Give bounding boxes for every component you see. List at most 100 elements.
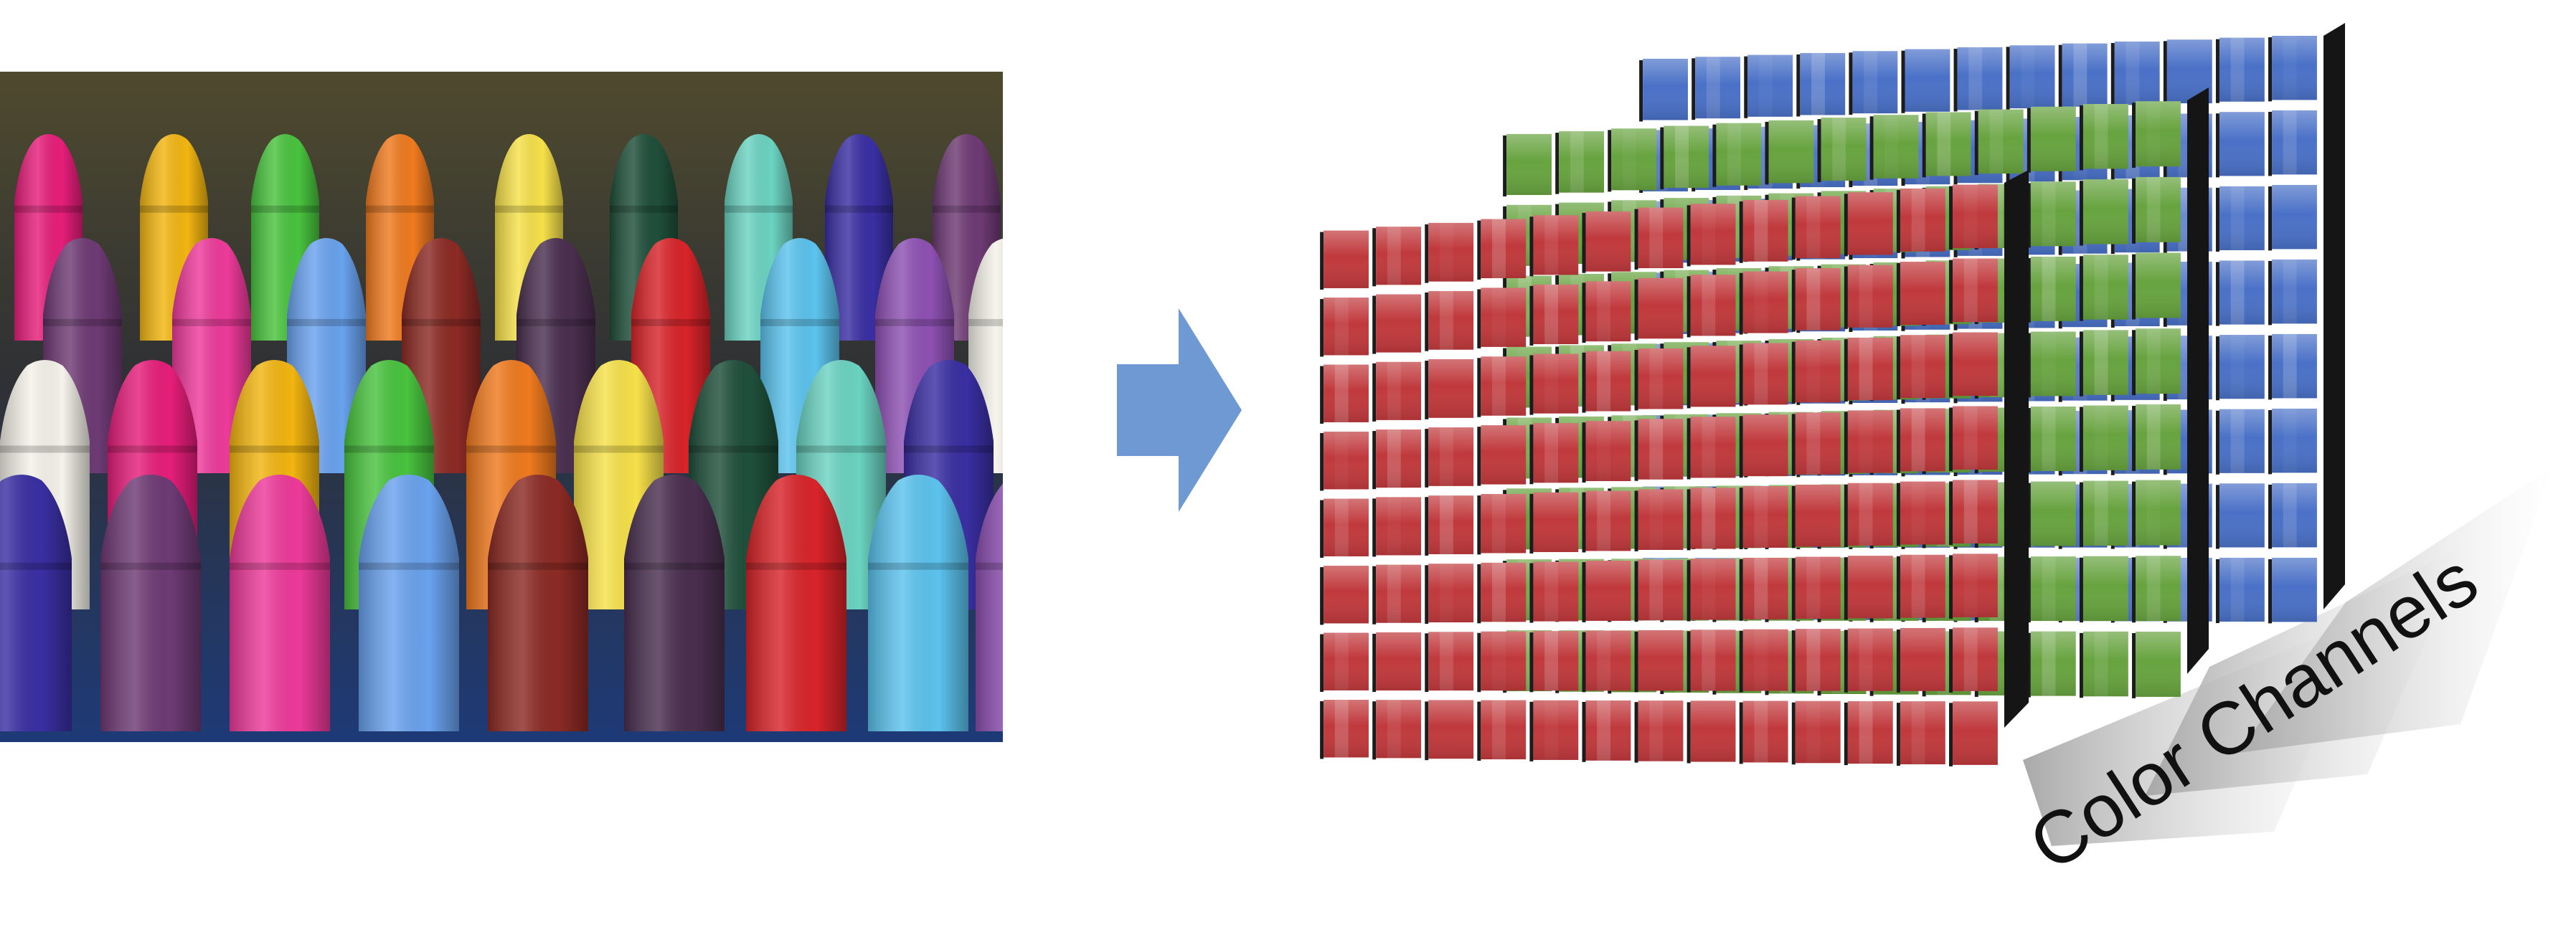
red-channel-cell	[1582, 351, 1631, 413]
crayon	[746, 475, 846, 731]
red-channel-cell	[1896, 701, 1945, 766]
green-channel-cell	[2132, 480, 2181, 547]
green-channel-cell	[1503, 133, 1552, 196]
red-channel-cell	[1634, 700, 1684, 763]
red-channel-grid	[1320, 170, 2029, 766]
red-channel-cell	[1686, 488, 1736, 551]
red-channel-cell	[1896, 262, 1945, 326]
red-channel-cell	[1686, 559, 1736, 622]
red-channel-cell	[1739, 700, 1788, 764]
blue-channel-cell	[2268, 557, 2317, 624]
red-channel-cell	[1372, 700, 1422, 760]
red-channel-cell	[1791, 556, 1841, 621]
green-channel-cell	[1974, 109, 2024, 176]
red-channel-cell	[1425, 290, 1474, 351]
red-channel-cell	[1582, 421, 1631, 483]
green-channel-cell	[2132, 404, 2181, 471]
red-channel-cell	[1896, 627, 1945, 693]
green-channel-cell	[2027, 106, 2076, 173]
crayon	[100, 475, 201, 731]
crayon	[0, 475, 72, 731]
green-channel-cell	[2079, 556, 2128, 623]
red-channel-cell	[1791, 412, 1841, 476]
red-channel-cell	[1529, 215, 1579, 277]
blue-channel-cell	[2215, 186, 2265, 252]
red-channel-cell	[1320, 298, 1369, 357]
blue-channel-cell	[2268, 408, 2317, 475]
red-channel-cell	[1529, 284, 1579, 346]
red-channel-cell	[1739, 629, 1788, 693]
red-channel-cell	[1529, 423, 1579, 485]
red-channel-cell	[1477, 288, 1527, 348]
green-channel-cell	[2132, 101, 2181, 168]
red-channel-cell	[1529, 631, 1579, 693]
red-channel-cell	[1739, 486, 1788, 549]
red-channel-cell	[1949, 184, 1998, 250]
crayon	[825, 134, 893, 341]
crayon	[624, 475, 725, 731]
red-channel-cell	[1686, 204, 1736, 267]
green-channel-cell	[2027, 256, 2076, 323]
red-channel-cell	[1634, 630, 1684, 693]
blue-channel-cell	[1849, 51, 1898, 115]
red-channel-cell	[1686, 346, 1736, 409]
red-channel-cell	[1582, 561, 1631, 622]
red-channel-cell	[1582, 630, 1631, 693]
red-channel-cell	[1949, 480, 1998, 545]
red-channel-cell	[1425, 427, 1474, 488]
green-channel-cell	[1765, 120, 1814, 185]
red-channel-cell	[1425, 564, 1474, 624]
red-channel-cell	[1320, 432, 1369, 491]
blue-channel-cell	[2110, 41, 2160, 107]
red-channel-cell	[1320, 364, 1369, 424]
red-channel-cell	[1372, 632, 1422, 693]
crayon	[868, 475, 968, 731]
red-channel-cell	[1739, 557, 1788, 621]
blue-channel-cell	[2215, 260, 2265, 326]
blue-channel-cell	[2006, 45, 2055, 110]
blue-channel-cell	[2215, 112, 2265, 178]
green-channel-cell	[2027, 407, 2076, 472]
blue-channel-cell	[1901, 49, 1950, 113]
green-channel-cell	[1922, 112, 1971, 178]
red-channel-cell	[1477, 562, 1527, 624]
green-channel-cell	[2079, 631, 2128, 698]
blue-channel-cell	[2268, 259, 2317, 326]
red-channel-cell	[1686, 275, 1736, 338]
red-channel-cell	[1320, 566, 1369, 625]
red-channel-cell	[1949, 554, 1998, 619]
red-channel-cell	[1425, 359, 1474, 419]
red-channel-cell	[1949, 627, 1998, 693]
red-channel-cell	[1791, 340, 1841, 404]
green-channel-cell	[2132, 556, 2181, 623]
red-channel-cell	[1896, 481, 1945, 546]
red-channel-cell	[1739, 271, 1788, 335]
red-channel-cell	[1634, 489, 1684, 551]
red-channel-cell	[1844, 410, 1893, 475]
red-channel-cell	[1320, 498, 1369, 558]
crayon-photo	[0, 72, 1003, 742]
red-channel-cell	[1634, 207, 1684, 270]
blue-channel-cell	[1953, 47, 2003, 112]
red-channel-cell	[1844, 700, 1893, 766]
blue-channel-cell	[1796, 52, 1846, 117]
red-channel-cell	[1529, 353, 1579, 415]
red-channel-cell	[1425, 632, 1474, 693]
green-channel-edge	[2187, 87, 2209, 674]
green-channel-cell	[1817, 118, 1867, 183]
blue-channel-cell	[1639, 58, 1688, 122]
red-channel-cell	[1582, 490, 1631, 553]
red-channel-cell	[1320, 632, 1369, 692]
green-channel-cell	[1712, 123, 1762, 187]
red-channel-cell	[1844, 483, 1893, 547]
blue-channel-cell	[1744, 54, 1793, 118]
crayon	[976, 483, 1003, 731]
red-channel-cell	[1477, 631, 1527, 693]
red-channel-cell	[1844, 628, 1893, 693]
red-channel-cell	[1477, 494, 1527, 555]
red-channel-cell	[1791, 196, 1841, 260]
blue-channel-cell	[2268, 35, 2317, 102]
blue-channel-cell	[2268, 483, 2317, 549]
blue-channel-edge	[2323, 23, 2345, 609]
